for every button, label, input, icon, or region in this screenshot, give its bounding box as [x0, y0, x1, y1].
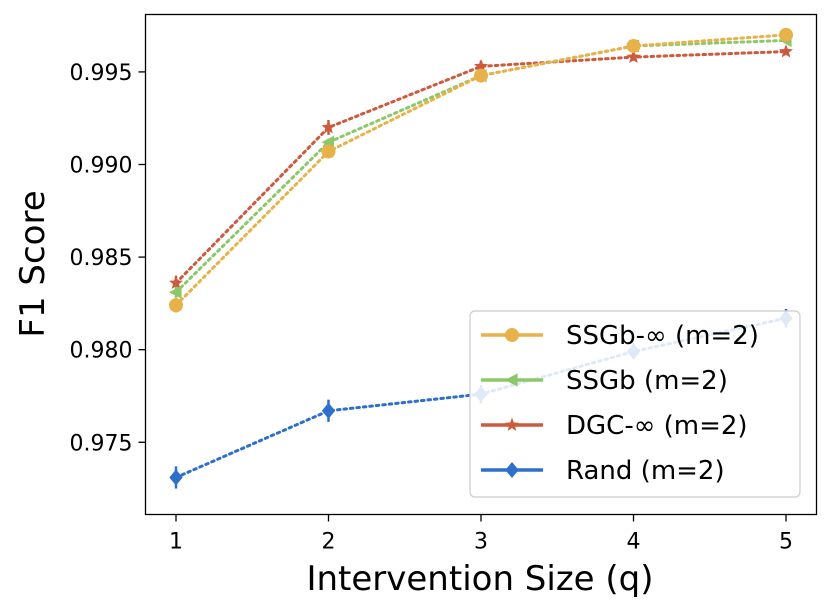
legend-label: SSGb (m=2) — [566, 366, 728, 396]
data-point — [169, 285, 182, 299]
legend-box — [469, 310, 801, 498]
data-point — [169, 275, 183, 289]
data-point — [321, 144, 336, 159]
data-point — [169, 298, 183, 313]
legend-marker — [505, 328, 519, 342]
data-point — [169, 469, 183, 486]
data-point — [474, 68, 488, 83]
legend-marker — [505, 461, 519, 479]
y-tick-label: 0.990 — [70, 154, 133, 179]
y-tick-label: 0.985 — [70, 246, 133, 271]
legend: SSGb-∞ (m=2) SSGb (m=2) DGC-∞ (m=2) Rand (m… — [469, 310, 801, 498]
series-line — [174, 50, 788, 285]
legend-entry: DGC-∞ (m=2) — [481, 411, 748, 441]
legend-marker — [505, 373, 518, 387]
data-point — [321, 402, 336, 419]
series-ssgb — [169, 27, 793, 313]
series-dgc — [169, 44, 793, 291]
legend-entry: SSGb (m=2) — [481, 366, 728, 396]
data-point — [779, 44, 793, 58]
y-tick-label: 0.995 — [70, 61, 133, 86]
legend-label: DGC-∞ (m=2) — [566, 411, 748, 441]
y-axis-label: F1 Score — [13, 190, 53, 337]
x-tick-label: 3 — [474, 530, 488, 555]
x-tick-label: 5 — [779, 530, 793, 555]
x-axis-label: Intervention Size (q) — [306, 559, 653, 599]
y-tick-label: 0.975 — [70, 431, 133, 456]
legend-label: SSGb-∞ (m=2) — [566, 321, 759, 351]
x-tick-label: 2 — [322, 530, 336, 555]
x-tick-label: 4 — [627, 530, 641, 555]
data-point — [626, 49, 641, 64]
data-point — [474, 59, 488, 73]
x-tick-label: 1 — [169, 530, 183, 555]
legend-marker — [505, 417, 519, 431]
data-point — [626, 38, 641, 53]
data-point — [321, 120, 336, 134]
y-tick-label: 0.980 — [70, 339, 133, 364]
legend-entry: SSGb-∞ (m=2) — [481, 321, 759, 351]
data-point — [779, 27, 793, 42]
legend-label: Rand (m=2) — [566, 456, 725, 486]
axes: 1 2 3 4 5 0.975 0.980 0.985 0.990 0.995 — [70, 61, 793, 555]
legend-entry: Rand (m=2) — [481, 456, 725, 486]
